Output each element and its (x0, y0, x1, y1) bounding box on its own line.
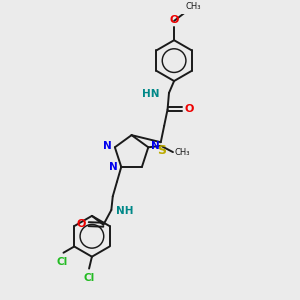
Text: HN: HN (142, 89, 160, 99)
Text: O: O (169, 16, 179, 26)
Text: S: S (158, 145, 166, 158)
Text: CH₃: CH₃ (186, 2, 202, 11)
Text: O: O (76, 219, 86, 229)
Text: N: N (151, 141, 159, 151)
Text: Cl: Cl (56, 257, 68, 267)
Text: N: N (103, 141, 112, 151)
Text: NH: NH (116, 206, 134, 216)
Text: N: N (109, 163, 118, 172)
Text: CH₃: CH₃ (175, 148, 190, 157)
Text: O: O (184, 104, 194, 114)
Text: Cl: Cl (83, 273, 95, 283)
